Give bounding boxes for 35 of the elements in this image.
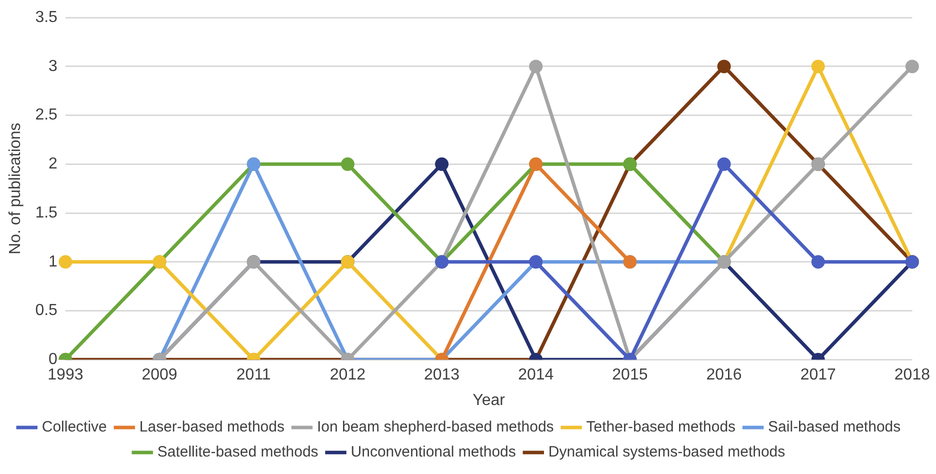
point xyxy=(340,157,354,171)
y-tick-label: 1 xyxy=(48,253,58,270)
legend-label: Dynamical systems-based methods xyxy=(548,444,786,461)
legend-label: Ion beam shepherd-based methods xyxy=(316,418,554,436)
point xyxy=(905,60,919,74)
x-tick-label: 2009 xyxy=(142,366,178,384)
x-tick-label: 2013 xyxy=(424,366,460,384)
legend-label: Unconventional methods xyxy=(350,444,516,461)
x-tick-label: 2017 xyxy=(800,366,836,384)
x-tick-label: 1993 xyxy=(48,366,84,384)
x-tick-label: 2018 xyxy=(894,366,930,384)
y-tick-label: 0.5 xyxy=(35,302,58,320)
point xyxy=(811,60,825,74)
y-tick-label: 3.5 xyxy=(35,9,58,26)
x-axis-title: Year xyxy=(472,392,506,409)
y-tick-label: 3 xyxy=(48,58,58,75)
y-tick-label: 0 xyxy=(48,351,58,368)
point xyxy=(717,157,731,171)
y-axis-title: No. of publications xyxy=(7,122,24,254)
y-tick-label: 1.5 xyxy=(35,204,58,222)
legend-label: Tether-based methods xyxy=(586,418,736,436)
x-tick-label: 2016 xyxy=(706,366,742,384)
point xyxy=(435,157,449,171)
x-tick-label: 2011 xyxy=(236,366,271,384)
legend-label: Laser-based methods xyxy=(139,418,284,436)
legend-label: Collective xyxy=(42,418,107,436)
y-tick-label: 2 xyxy=(48,156,58,173)
y-tick-label: 2.5 xyxy=(35,106,58,124)
point xyxy=(717,60,731,74)
point xyxy=(529,60,543,74)
legend-label: Sail-based methods xyxy=(768,418,901,436)
x-tick-label: 2015 xyxy=(612,366,648,384)
x-tick-label: 2012 xyxy=(330,366,366,384)
x-tick-label: 2014 xyxy=(518,366,554,384)
legend-label: Satellite-based methods xyxy=(157,444,318,461)
